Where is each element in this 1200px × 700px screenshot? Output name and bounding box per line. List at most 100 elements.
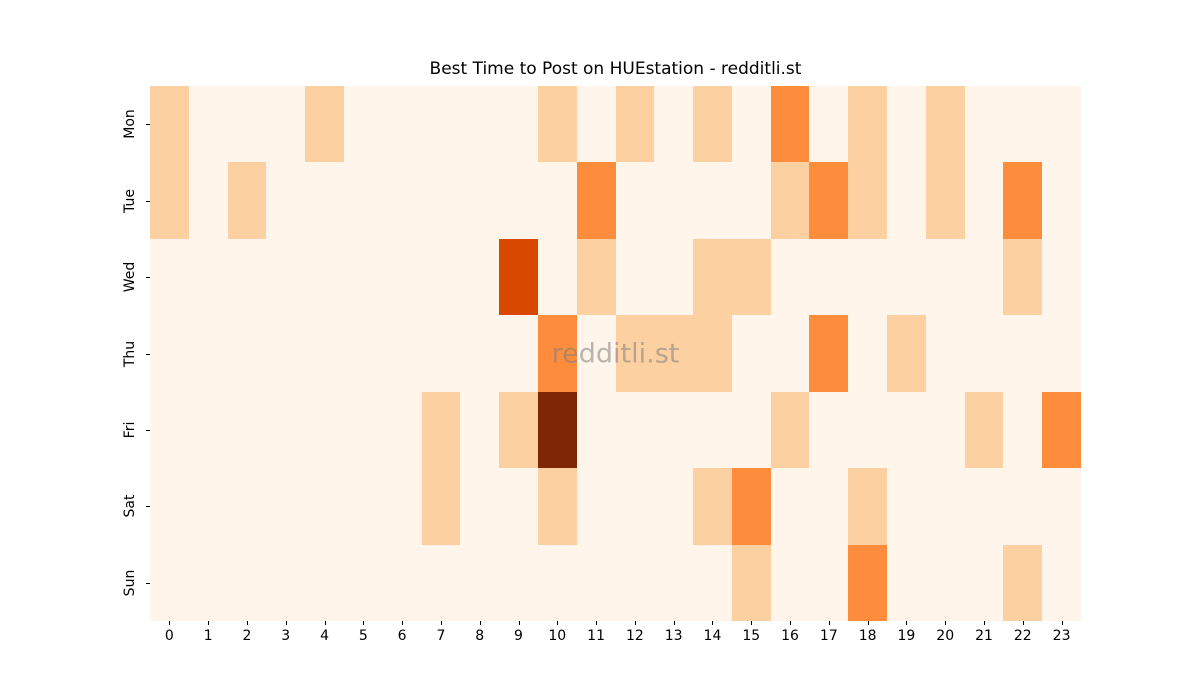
heatmap-cell-Sun-1 xyxy=(188,544,228,621)
heatmap-cell-Wed-7 xyxy=(421,238,461,316)
x-tick-label-0: 0 xyxy=(164,628,174,644)
heatmap-cell-Wed-1 xyxy=(188,238,228,316)
heatmap-cell-Sat-20 xyxy=(925,468,965,545)
heatmap-cell-Mon-14 xyxy=(693,86,732,163)
heatmap-cell-Mon-1 xyxy=(188,86,228,163)
x-tick-label-23: 23 xyxy=(1052,628,1071,644)
x-tick-label-10: 10 xyxy=(548,628,567,644)
heatmap-cell-Mon-22 xyxy=(1003,86,1043,163)
heatmap-cell-Tue-7 xyxy=(421,162,461,239)
heatmap-cell-Tue-13 xyxy=(654,162,694,239)
heatmap-cell-Sun-9 xyxy=(499,544,538,621)
heatmap-cell-Sat-23 xyxy=(1042,468,1081,545)
heatmap-cell-Mon-15 xyxy=(731,86,771,163)
heatmap-cell-Sat-0 xyxy=(150,468,189,545)
heatmap-cell-Tue-21 xyxy=(964,162,1004,239)
x-tick-mark-5 xyxy=(363,621,365,625)
y-axis: Mon Tue Wed Thu Fri Sat Sun xyxy=(0,86,150,621)
heatmap-cell-Tue-1 xyxy=(188,162,228,239)
heatmap-cell-Sun-7 xyxy=(421,544,461,621)
heatmap-cell-Fri-6 xyxy=(382,391,422,469)
heatmap-cell-Wed-4 xyxy=(305,238,344,316)
y-tick-label-Thu: Thu xyxy=(122,340,138,367)
heatmap-cell-Sat-14 xyxy=(693,468,732,545)
heatmap-cell-Fri-16 xyxy=(770,391,810,469)
heatmap-cell-Tue-4 xyxy=(305,162,344,239)
heatmap-cell-Sat-3 xyxy=(266,468,306,545)
heatmap-cell-Fri-20 xyxy=(925,391,965,469)
heatmap-cell-Fri-1 xyxy=(188,391,228,469)
heatmap-cell-Fri-23 xyxy=(1042,391,1081,469)
x-tick-label-5: 5 xyxy=(358,628,368,644)
heatmap-cell-Mon-5 xyxy=(343,86,383,163)
heatmap-cell-Wed-19 xyxy=(887,238,926,316)
heatmap-cell-Sun-5 xyxy=(343,544,383,621)
heatmap-cell-Mon-13 xyxy=(654,86,694,163)
heatmap-cell-Mon-0 xyxy=(150,86,189,163)
x-tick-label-14: 14 xyxy=(703,628,722,644)
heatmap-cell-Tue-14 xyxy=(693,162,732,239)
x-tick-mark-17 xyxy=(828,621,830,625)
heatmap-cell-Thu-1 xyxy=(188,315,228,392)
x-tick-label-17: 17 xyxy=(819,628,838,644)
heatmap-cell-Wed-20 xyxy=(925,238,965,316)
x-tick-mark-14 xyxy=(712,621,714,625)
x-tick-mark-1 xyxy=(208,621,210,625)
x-tick-label-12: 12 xyxy=(625,628,644,644)
heatmap-cell-Fri-11 xyxy=(576,391,616,469)
x-tick-label-3: 3 xyxy=(281,628,291,644)
x-tick-label-18: 18 xyxy=(858,628,877,644)
heatmap-cell-Fri-5 xyxy=(343,391,383,469)
x-tick-label-7: 7 xyxy=(436,628,446,644)
heatmap-cell-Thu-0 xyxy=(150,315,189,392)
heatmap-cell-Sat-9 xyxy=(499,468,538,545)
heatmap-cell-Tue-12 xyxy=(615,162,655,239)
heatmap-cell-Fri-12 xyxy=(615,391,655,469)
heatmap-cell-Sat-15 xyxy=(731,468,771,545)
heatmap-cell-Tue-19 xyxy=(887,162,926,239)
heatmap-cell-Wed-14 xyxy=(693,238,732,316)
heatmap-cell-Mon-9 xyxy=(499,86,538,163)
heatmap-cell-Tue-8 xyxy=(460,162,500,239)
heatmap-cell-Wed-15 xyxy=(731,238,771,316)
heatmap-cell-Sun-8 xyxy=(460,544,500,621)
heatmap-cell-Sat-19 xyxy=(887,468,926,545)
y-tick-mark-Sat xyxy=(146,506,150,508)
heatmap-cell-Tue-22 xyxy=(1003,162,1043,239)
heatmap-cell-Tue-9 xyxy=(499,162,538,239)
y-tick-label-Sat: Sat xyxy=(122,494,138,518)
heatmap-cell-Fri-3 xyxy=(266,391,306,469)
heatmap-cell-Fri-22 xyxy=(1003,391,1043,469)
heatmap-cell-Sat-12 xyxy=(615,468,655,545)
heatmap-cell-Fri-17 xyxy=(809,391,849,469)
x-tick-label-21: 21 xyxy=(975,628,993,644)
heatmap-cell-Tue-23 xyxy=(1042,162,1081,239)
y-tick-mark-Thu xyxy=(146,353,150,355)
heatmap-cell-Fri-21 xyxy=(964,391,1004,469)
heatmap-cell-Sat-10 xyxy=(537,468,577,545)
heatmap-cell-Mon-2 xyxy=(227,86,267,163)
heatmap-cell-Thu-4 xyxy=(305,315,344,392)
heatmap-cell-Sat-4 xyxy=(305,468,344,545)
x-tick-mark-7 xyxy=(440,621,442,625)
x-tick-label-1: 1 xyxy=(203,628,213,644)
heatmap-cell-Thu-9 xyxy=(499,315,538,392)
heatmap-cell-Wed-11 xyxy=(576,238,616,316)
heatmap-plot-area: redditli.st xyxy=(150,86,1081,621)
heatmap-cell-Wed-6 xyxy=(382,238,422,316)
heatmap-cell-Tue-6 xyxy=(382,162,422,239)
y-tick-mark-Fri xyxy=(146,429,150,431)
heatmap-cell-Thu-2 xyxy=(227,315,267,392)
heatmap-cell-Tue-11 xyxy=(576,162,616,239)
heatmap-cell-Thu-19 xyxy=(887,315,926,392)
heatmap-cell-Thu-18 xyxy=(848,315,888,392)
heatmap-cell-Fri-4 xyxy=(305,391,344,469)
x-tick-mark-21 xyxy=(984,621,986,625)
y-tick-label-Wed: Wed xyxy=(122,261,138,293)
x-tick-label-15: 15 xyxy=(742,628,761,644)
x-tick-label-6: 6 xyxy=(397,628,407,644)
heatmap-cell-Mon-23 xyxy=(1042,86,1081,163)
heatmap-cell-Tue-15 xyxy=(731,162,771,239)
heatmap-cell-Wed-12 xyxy=(615,238,655,316)
heatmap-cell-Mon-4 xyxy=(305,86,344,163)
